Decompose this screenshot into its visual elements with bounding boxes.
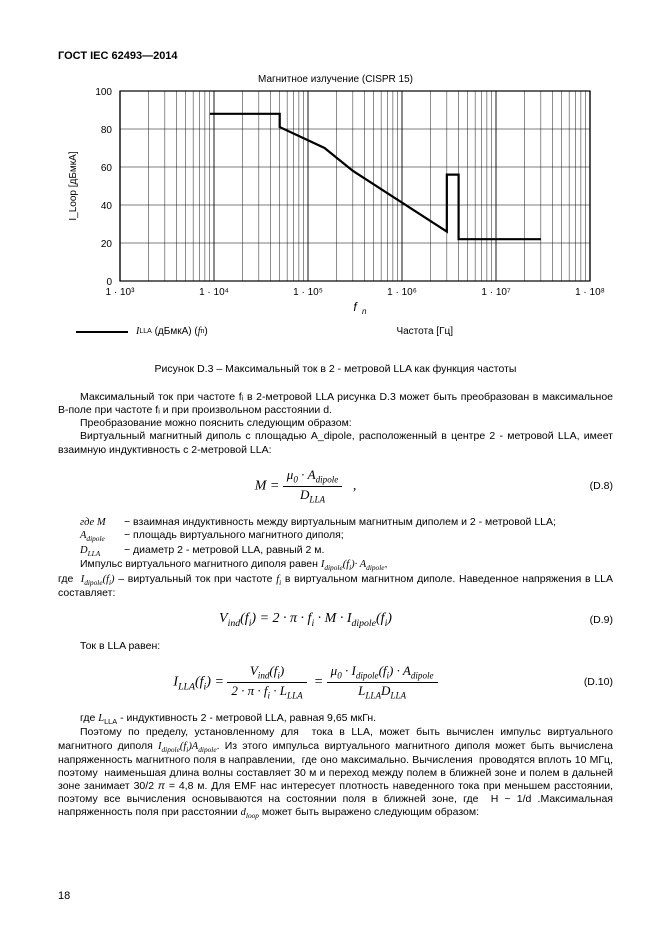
- equation-d8: M = μ0 · AdipoleDLLA , (D.8): [58, 467, 613, 506]
- svg-text:f: f: [353, 300, 358, 314]
- where-block-1: где M− взаимная индуктивность между вирт…: [58, 516, 613, 559]
- body-text: Максимальный ток при частоте fᵢ в 2-метр…: [58, 391, 613, 821]
- document-header: ГОСТ IEC 62493—2014: [58, 50, 613, 62]
- para: Поэтому по пределу, установленному для т…: [58, 726, 613, 820]
- para: Преобразование можно пояснить следующим …: [58, 417, 613, 430]
- svg-text:1 · 10⁵: 1 · 10⁵: [293, 287, 323, 298]
- eq-number: (D.8): [553, 480, 613, 493]
- svg-text:1 · 10⁷: 1 · 10⁷: [481, 287, 511, 298]
- equation-d10: ILLA(fi) = Vind(fi)2 · π · fi · LLLA = μ…: [58, 663, 613, 702]
- para: Виртуальный магнитный диполь с площадью …: [58, 430, 613, 456]
- chart-title: Магнитное излучение (CISPR 15): [58, 74, 613, 85]
- chart-svg: 0204060801001 · 10³1 · 10⁴1 · 10⁵1 · 10⁶…: [58, 87, 613, 319]
- svg-text:n: n: [362, 307, 367, 316]
- eq-number: (D.9): [553, 614, 613, 627]
- svg-text:40: 40: [101, 201, 113, 212]
- svg-text:60: 60: [101, 163, 113, 174]
- para: где LLLA - индуктивность 2 - метровой LL…: [58, 712, 613, 726]
- page-number: 18: [58, 890, 70, 902]
- legend-line-icon: [76, 331, 128, 333]
- eq-number: (D.10): [553, 676, 613, 689]
- figure-caption: Рисунок D.3 – Максимальный ток в 2 - мет…: [58, 363, 613, 375]
- svg-text:1 · 10³: 1 · 10³: [106, 287, 136, 298]
- para: где Idipole(fi) – виртуальный ток при ча…: [58, 573, 613, 600]
- svg-text:1 · 10⁴: 1 · 10⁴: [199, 287, 229, 298]
- chart-container: Магнитное излучение (CISPR 15) 020406080…: [58, 74, 613, 337]
- svg-text:1 · 10⁸: 1 · 10⁸: [575, 287, 605, 298]
- para: Ток в LLA равен:: [58, 640, 613, 653]
- xaxis-caption: Частота [Гц]: [396, 326, 453, 337]
- svg-text:1 · 10⁶: 1 · 10⁶: [387, 287, 417, 298]
- svg-text:80: 80: [101, 125, 113, 136]
- para: Импульс виртуального магнитного диполя р…: [58, 558, 613, 572]
- svg-text:20: 20: [101, 239, 113, 250]
- chart-legend: ILLA (дБмкА) (fn) Частота [Гц]: [58, 326, 613, 337]
- equation-d9: Vind(fi) = 2 · π · fi · M · Idipole(fi) …: [58, 610, 613, 630]
- svg-text:I_Loop [дБмкА]: I_Loop [дБмкА]: [68, 151, 79, 220]
- para: Максимальный ток при частоте fᵢ в 2-метр…: [58, 391, 613, 417]
- svg-text:100: 100: [95, 87, 112, 98]
